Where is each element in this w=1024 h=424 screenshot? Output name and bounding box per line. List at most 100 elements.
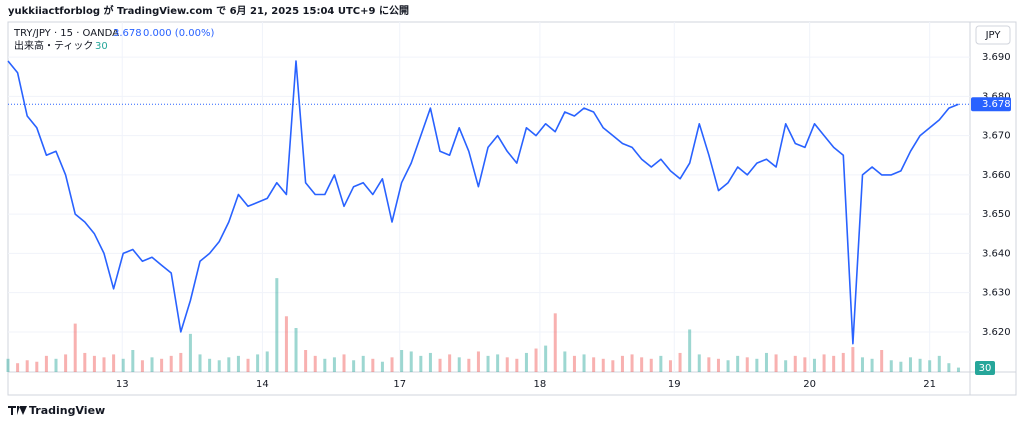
volume-bar xyxy=(227,357,231,372)
volume-bar xyxy=(35,361,39,372)
volume-bar xyxy=(390,357,394,372)
volume-bar xyxy=(208,358,212,372)
volume-bar xyxy=(572,355,576,372)
volume-bar xyxy=(726,360,730,372)
y-tick-label: 3.650 xyxy=(982,209,1011,220)
volume-badge-label: 30 xyxy=(979,363,992,374)
volume-bar xyxy=(505,357,509,372)
volume-bar xyxy=(601,358,605,372)
volume-bar xyxy=(611,360,615,372)
volume xyxy=(6,278,960,372)
y-tick-label: 3.660 xyxy=(982,170,1011,181)
volume-bar xyxy=(342,354,346,372)
volume-bar xyxy=(620,355,624,372)
volume-bar xyxy=(486,355,490,372)
volume-bar xyxy=(83,352,87,372)
volume-bar xyxy=(764,352,768,372)
volume-bar xyxy=(822,354,826,372)
volume-bar xyxy=(102,357,106,372)
volume-bar xyxy=(6,358,10,372)
volume-bar xyxy=(649,358,653,372)
volume-bar xyxy=(400,350,404,372)
x-tick-label: 19 xyxy=(668,379,681,390)
volume-bar xyxy=(448,354,452,372)
price-badge-label: 3.678 xyxy=(982,99,1011,110)
volume-bar xyxy=(150,357,154,372)
volume-bar xyxy=(784,360,788,372)
y-tick-label: 3.640 xyxy=(982,248,1011,259)
volume-bar xyxy=(716,358,720,372)
volume-bar xyxy=(707,357,711,372)
volume-bar xyxy=(160,358,164,372)
volume-bar xyxy=(179,352,183,372)
volume-bar xyxy=(284,316,288,372)
volume-bar xyxy=(92,355,96,372)
volume-bar xyxy=(880,350,884,372)
volume-bar xyxy=(947,363,951,372)
volume-bar xyxy=(438,358,442,372)
volume-bar xyxy=(832,355,836,372)
volume-bar xyxy=(803,357,807,372)
currency-box[interactable] xyxy=(975,25,1011,45)
volume-bar xyxy=(457,357,461,372)
y-tick-label: 3.620 xyxy=(982,327,1011,338)
footer: TradingView xyxy=(29,404,105,417)
legend-price: 3.678 xyxy=(113,28,142,39)
volume-bar xyxy=(582,354,586,372)
x-tick-label: 17 xyxy=(393,379,406,390)
volume-bar xyxy=(131,350,135,372)
volume-bar xyxy=(640,357,644,372)
x-tick-label: 13 xyxy=(116,379,129,390)
volume-bar xyxy=(217,360,221,372)
volume-bar xyxy=(928,360,932,372)
volume-bar xyxy=(515,358,519,372)
volume-bar xyxy=(476,351,480,372)
price-line xyxy=(7,60,970,345)
x-tick-label: 20 xyxy=(803,379,816,390)
volume-bar xyxy=(16,363,20,372)
volume-bar xyxy=(419,355,423,372)
currency[interactable]: JPY xyxy=(985,30,1002,41)
volume-bar xyxy=(313,355,317,372)
volume-bar xyxy=(323,358,327,372)
volume-bar xyxy=(371,358,375,372)
volume-bar xyxy=(889,360,893,372)
volume-value: 30 xyxy=(95,41,108,52)
volume-bar xyxy=(409,351,413,372)
volume-bar xyxy=(524,352,528,372)
y-tick-label: 3.670 xyxy=(982,131,1011,142)
volume-bar xyxy=(380,361,384,372)
volume-bar xyxy=(860,357,864,372)
volume-bar xyxy=(534,348,538,372)
x-tick-label: 21 xyxy=(923,379,936,390)
volume-bar xyxy=(745,357,749,372)
volume-bar xyxy=(908,357,912,372)
volume-bar xyxy=(44,355,48,372)
volume-bar xyxy=(755,358,759,372)
volume-bar xyxy=(73,323,77,372)
volume-bar xyxy=(64,354,68,372)
volume-bar xyxy=(563,351,567,372)
volume-bar xyxy=(841,352,845,372)
volume-badge xyxy=(975,361,995,375)
volume-bar xyxy=(467,358,471,372)
volume-bar xyxy=(256,354,260,372)
volume-bar xyxy=(553,313,557,372)
volume-bar xyxy=(25,360,29,372)
volume-bar xyxy=(592,357,596,372)
logo xyxy=(8,406,27,415)
x-tick-label: 18 xyxy=(534,379,547,390)
volume-bar xyxy=(236,355,240,372)
y-tick-label: 3.680 xyxy=(982,91,1011,102)
volume-bar xyxy=(678,352,682,372)
volume-bar xyxy=(428,352,432,372)
volume-bar xyxy=(121,358,125,372)
volume-bar xyxy=(332,357,336,372)
volume-label: 出来高・ティック xyxy=(14,39,93,52)
volume-bar xyxy=(112,354,116,372)
volume-bar xyxy=(793,355,797,372)
volume-bar xyxy=(246,358,250,372)
volume-bar xyxy=(198,354,202,372)
volume-bar xyxy=(496,354,500,372)
header: yukkiiactforblog が TradingView.com で 6月 … xyxy=(8,4,409,17)
